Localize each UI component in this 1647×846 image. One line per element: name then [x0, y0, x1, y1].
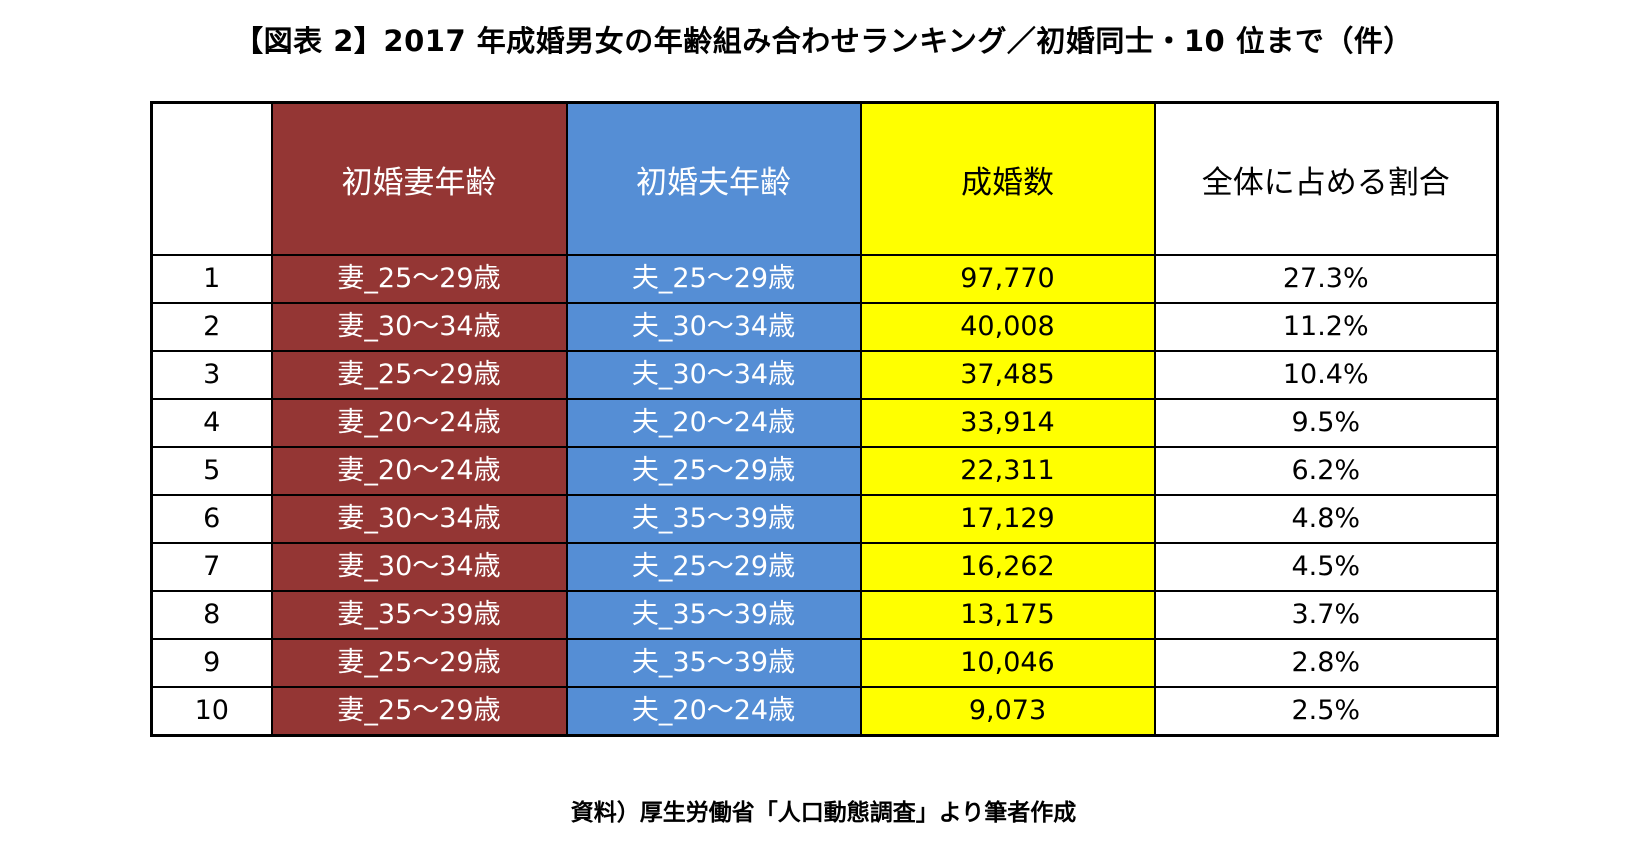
ranking-table: 初婚妻年齢 初婚夫年齢 成婚数 全体に占める割合 1 妻_25～29歳 夫_25～2… [150, 101, 1499, 737]
table-row: 9 妻_25～29歳 夫_35～39歳 10,046 2.8% [150, 638, 1499, 688]
table-row: 3 妻_25～29歳 夫_30～34歳 37,485 10.4% [150, 350, 1499, 400]
share-cell: 2.8% [1153, 638, 1499, 688]
marriage-count-cell: 33,914 [859, 398, 1156, 448]
header-marriage-count: 成婚数 [859, 101, 1156, 256]
husband-age-cell: 夫_25～29歳 [565, 446, 862, 496]
table-row: 5 妻_20～24歳 夫_25～29歳 22,311 6.2% [150, 446, 1499, 496]
source-note: 資料）厚生労働省「人口動態調査」より筆者作成 [570, 800, 1077, 826]
share-cell: 9.5% [1153, 398, 1499, 448]
husband-age-cell: 夫_20～24歳 [565, 686, 862, 737]
header-row: 初婚妻年齢 初婚夫年齢 成婚数 全体に占める割合 [150, 101, 1499, 256]
marriage-count-cell: 10,046 [859, 638, 1156, 688]
husband-age-cell: 夫_35～39歳 [565, 590, 862, 640]
share-cell: 4.8% [1153, 494, 1499, 544]
share-cell: 2.5% [1153, 686, 1499, 737]
wife-age-cell: 妻_25～29歳 [270, 686, 568, 737]
rank-cell: 10 [150, 686, 273, 737]
table-row: 2 妻_30～34歳 夫_30～34歳 40,008 11.2% [150, 302, 1499, 352]
rank-cell: 9 [150, 638, 273, 688]
husband-age-cell: 夫_20～24歳 [565, 398, 862, 448]
rank-cell: 8 [150, 590, 273, 640]
husband-age-cell: 夫_30～34歳 [565, 350, 862, 400]
share-cell: 27.3% [1153, 254, 1499, 304]
marriage-count-cell: 16,262 [859, 542, 1156, 592]
husband-age-cell: 夫_25～29歳 [565, 542, 862, 592]
wife-age-cell: 妻_20～24歳 [270, 446, 568, 496]
wife-age-cell: 妻_20～24歳 [270, 398, 568, 448]
husband-age-cell: 夫_35～39歳 [565, 638, 862, 688]
wife-age-cell: 妻_35～39歳 [270, 590, 568, 640]
rank-cell: 4 [150, 398, 273, 448]
share-cell: 11.2% [1153, 302, 1499, 352]
header-husband-age: 初婚夫年齢 [565, 101, 862, 256]
wife-age-cell: 妻_30～34歳 [270, 542, 568, 592]
table-row: 7 妻_30～34歳 夫_25～29歳 16,262 4.5% [150, 542, 1499, 592]
rank-cell: 6 [150, 494, 273, 544]
share-cell: 6.2% [1153, 446, 1499, 496]
husband-age-cell: 夫_30～34歳 [565, 302, 862, 352]
marriage-count-cell: 37,485 [859, 350, 1156, 400]
rank-cell: 1 [150, 254, 273, 304]
share-cell: 10.4% [1153, 350, 1499, 400]
marriage-count-cell: 22,311 [859, 446, 1156, 496]
table-row: 1 妻_25～29歳 夫_25～29歳 97,770 27.3% [150, 254, 1499, 304]
wife-age-cell: 妻_25～29歳 [270, 638, 568, 688]
share-cell: 3.7% [1153, 590, 1499, 640]
header-rank [150, 101, 273, 256]
rank-cell: 5 [150, 446, 273, 496]
table-row: 10 妻_25～29歳 夫_20～24歳 9,073 2.5% [150, 686, 1499, 737]
marriage-count-cell: 13,175 [859, 590, 1156, 640]
share-cell: 4.5% [1153, 542, 1499, 592]
rank-cell: 3 [150, 350, 273, 400]
header-share: 全体に占める割合 [1153, 101, 1499, 256]
marriage-count-cell: 9,073 [859, 686, 1156, 737]
rank-cell: 2 [150, 302, 273, 352]
wife-age-cell: 妻_30～34歳 [270, 494, 568, 544]
marriage-count-cell: 97,770 [859, 254, 1156, 304]
husband-age-cell: 夫_25～29歳 [565, 254, 862, 304]
husband-age-cell: 夫_35～39歳 [565, 494, 862, 544]
rank-cell: 7 [150, 542, 273, 592]
marriage-count-cell: 40,008 [859, 302, 1156, 352]
ranking-body: 1 妻_25～29歳 夫_25～29歳 97,770 27.3% 2 妻_30～34歳 夫_3… [150, 254, 1499, 737]
wife-age-cell: 妻_25～29歳 [270, 350, 568, 400]
table-row: 6 妻_30～34歳 夫_35～39歳 17,129 4.8% [150, 494, 1499, 544]
wife-age-cell: 妻_30～34歳 [270, 302, 568, 352]
table-row: 4 妻_20～24歳 夫_20～24歳 33,914 9.5% [150, 398, 1499, 448]
table-row: 8 妻_35～39歳 夫_35～39歳 13,175 3.7% [150, 590, 1499, 640]
header-wife-age: 初婚妻年齢 [270, 101, 568, 256]
marriage-count-cell: 17,129 [859, 494, 1156, 544]
wife-age-cell: 妻_25～29歳 [270, 254, 568, 304]
chart-title: 【図表 2】2017 年成婚男女の年齢組み合わせランキング／初婚同士・10 位ま… [234, 24, 1413, 58]
